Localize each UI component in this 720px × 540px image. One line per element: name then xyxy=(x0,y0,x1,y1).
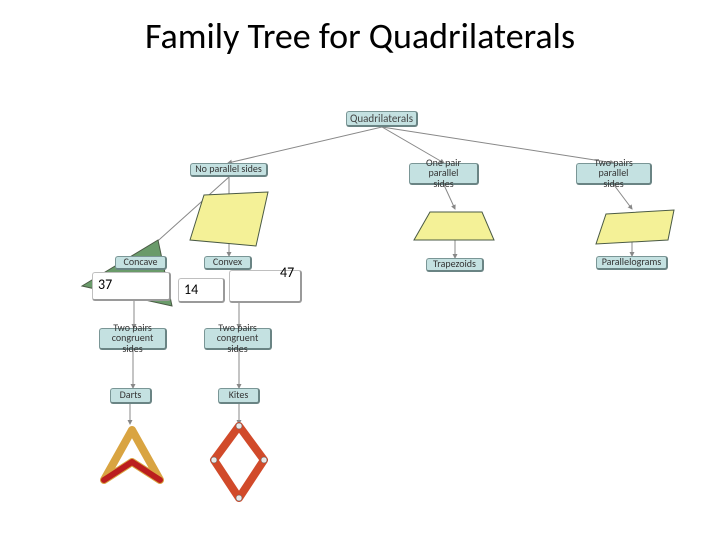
overlay-number-37: 37 xyxy=(98,276,112,293)
node-two_pairs: Two pairs parallelsides xyxy=(576,163,652,185)
shape-trapezoid-icon xyxy=(414,212,494,240)
shape-parallelogram-icon xyxy=(596,210,674,244)
node-no_parallel: No parallel sides xyxy=(190,163,268,177)
node-root: Quadrilaterals xyxy=(346,111,418,127)
shape-kite-icon xyxy=(211,423,267,501)
node-darts: Darts xyxy=(110,388,152,404)
shape-dart-icon xyxy=(104,430,160,480)
overlay-number-47: 47 xyxy=(280,264,294,281)
node-right_cong: Two pairscongruent sides xyxy=(204,328,272,350)
overlay-number-14: 14 xyxy=(184,281,198,298)
shape-concave-quad xyxy=(190,192,268,246)
diagram-canvas xyxy=(0,0,720,540)
node-kites: Kites xyxy=(218,388,260,404)
node-concave: Concave xyxy=(115,256,167,270)
node-parallelograms: Parallelograms xyxy=(596,256,668,270)
node-trapezoids: Trapezoids xyxy=(426,258,484,272)
node-left_cong: Two pairscongruent sides xyxy=(99,328,167,350)
node-convex: Convex xyxy=(204,256,252,270)
node-one_pair: One pair parallelsides xyxy=(409,163,479,185)
